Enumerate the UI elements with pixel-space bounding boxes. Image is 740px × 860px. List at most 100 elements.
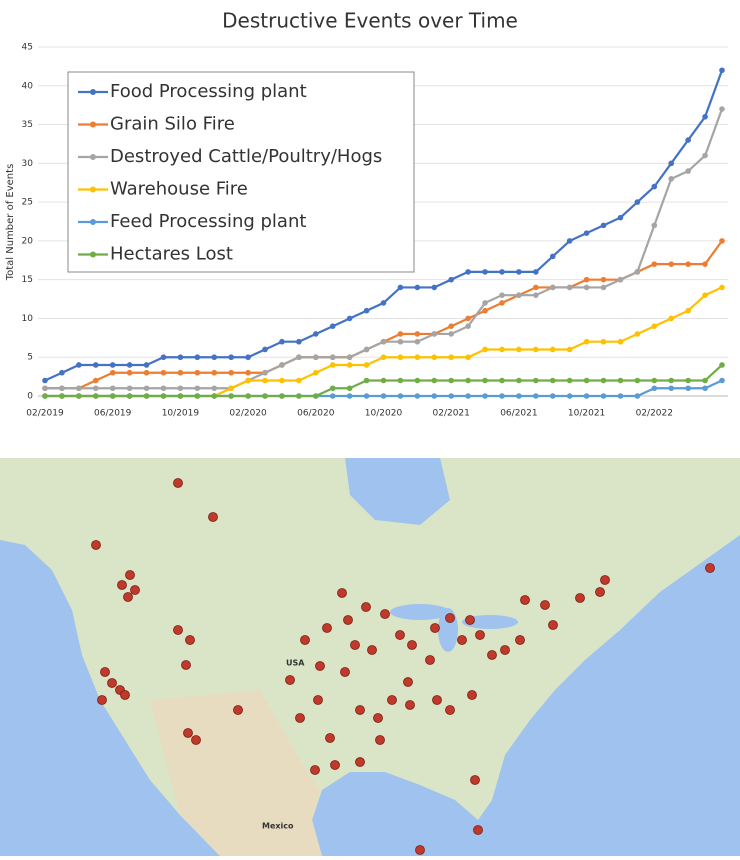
legend-marker: [90, 251, 96, 258]
data-point: [465, 323, 471, 330]
legend-marker: [90, 89, 96, 95]
data-point: [211, 369, 218, 376]
y-tick-label: 35: [22, 120, 33, 130]
data-point: [228, 354, 234, 361]
data-point: [600, 338, 607, 345]
data-point: [651, 385, 658, 392]
land-desert: [150, 690, 322, 856]
data-point: [363, 307, 370, 314]
location-marker: [395, 630, 405, 640]
data-point: [549, 377, 556, 384]
map: USA Mexico: [0, 458, 740, 856]
data-point: [719, 67, 725, 74]
data-point: [702, 292, 708, 298]
data-point: [126, 362, 133, 368]
location-marker: [325, 733, 335, 743]
data-point: [380, 300, 387, 306]
location-marker: [515, 635, 525, 645]
location-marker: [185, 635, 195, 645]
legend-marker: [90, 121, 96, 128]
data-point: [177, 354, 184, 361]
data-point: [262, 377, 268, 384]
data-point: [126, 393, 133, 399]
data-point: [160, 385, 167, 392]
legend-label: Destroyed Cattle/Poultry/Hogs: [110, 146, 382, 167]
data-point: [211, 354, 218, 361]
data-point: [160, 354, 167, 361]
legend-label: Food Processing plant: [110, 81, 307, 102]
data-point: [465, 377, 471, 384]
data-point: [600, 222, 607, 229]
data-point: [566, 377, 573, 384]
location-marker: [343, 615, 353, 625]
data-point: [634, 269, 641, 275]
data-point: [719, 284, 725, 291]
data-point: [76, 362, 82, 368]
data-point: [651, 377, 658, 384]
data-point: [685, 377, 691, 384]
location-marker: [313, 695, 323, 705]
data-point: [397, 338, 404, 345]
data-point: [448, 377, 455, 384]
y-tick-label: 30: [22, 159, 34, 169]
lake: [462, 615, 518, 629]
y-axis-label: Total Number of Events: [5, 164, 16, 282]
data-point: [431, 331, 438, 337]
data-point: [617, 377, 624, 384]
data-point: [245, 369, 251, 376]
data-point: [549, 346, 556, 353]
location-marker: [540, 600, 550, 610]
location-marker: [473, 825, 483, 835]
data-point: [719, 106, 725, 112]
y-tick-label: 15: [22, 275, 33, 285]
data-point: [143, 362, 150, 368]
legend-label: Grain Silo Fire: [110, 114, 235, 135]
location-marker: [295, 713, 305, 723]
x-tick-label: 06/2021: [500, 409, 537, 419]
x-tick-label: 10/2019: [162, 409, 200, 419]
data-point: [397, 331, 404, 337]
data-point: [59, 385, 65, 392]
data-point: [76, 393, 82, 399]
data-point: [397, 354, 404, 361]
data-point: [533, 284, 539, 291]
location-marker: [173, 625, 183, 635]
data-point: [42, 393, 48, 399]
data-point: [279, 362, 285, 368]
data-point: [465, 315, 471, 322]
location-marker: [183, 728, 193, 738]
data-point: [448, 354, 455, 361]
x-tick-label: 02/2020: [229, 409, 267, 419]
data-point: [482, 300, 488, 306]
x-tick-label: 02/2022: [636, 409, 673, 419]
location-marker: [367, 645, 377, 655]
data-point: [228, 385, 234, 392]
data-point: [719, 238, 725, 244]
location-marker: [705, 563, 715, 573]
data-point: [143, 393, 150, 399]
y-tick-label: 10: [22, 314, 34, 324]
data-point: [516, 292, 522, 298]
location-marker: [387, 695, 397, 705]
plot-area: 0 5 10 15 20 25 30 35 40 45 02/2019 06/2019 10/2019 0…: [22, 43, 728, 419]
data-point: [719, 362, 725, 368]
data-point: [414, 331, 421, 337]
data-point: [499, 393, 505, 399]
data-point: [549, 284, 556, 291]
data-point: [600, 276, 607, 283]
data-point: [397, 393, 404, 399]
data-point: [651, 222, 658, 229]
data-point: [262, 369, 268, 376]
data-point: [380, 393, 387, 399]
data-point: [499, 269, 505, 275]
data-point: [92, 385, 99, 392]
data-point: [617, 276, 624, 283]
location-marker: [233, 705, 243, 715]
location-marker: [315, 661, 325, 671]
data-point: [380, 377, 387, 384]
data-point: [702, 385, 708, 392]
data-point: [296, 338, 302, 345]
lake: [390, 604, 450, 620]
location-marker: [445, 613, 455, 623]
